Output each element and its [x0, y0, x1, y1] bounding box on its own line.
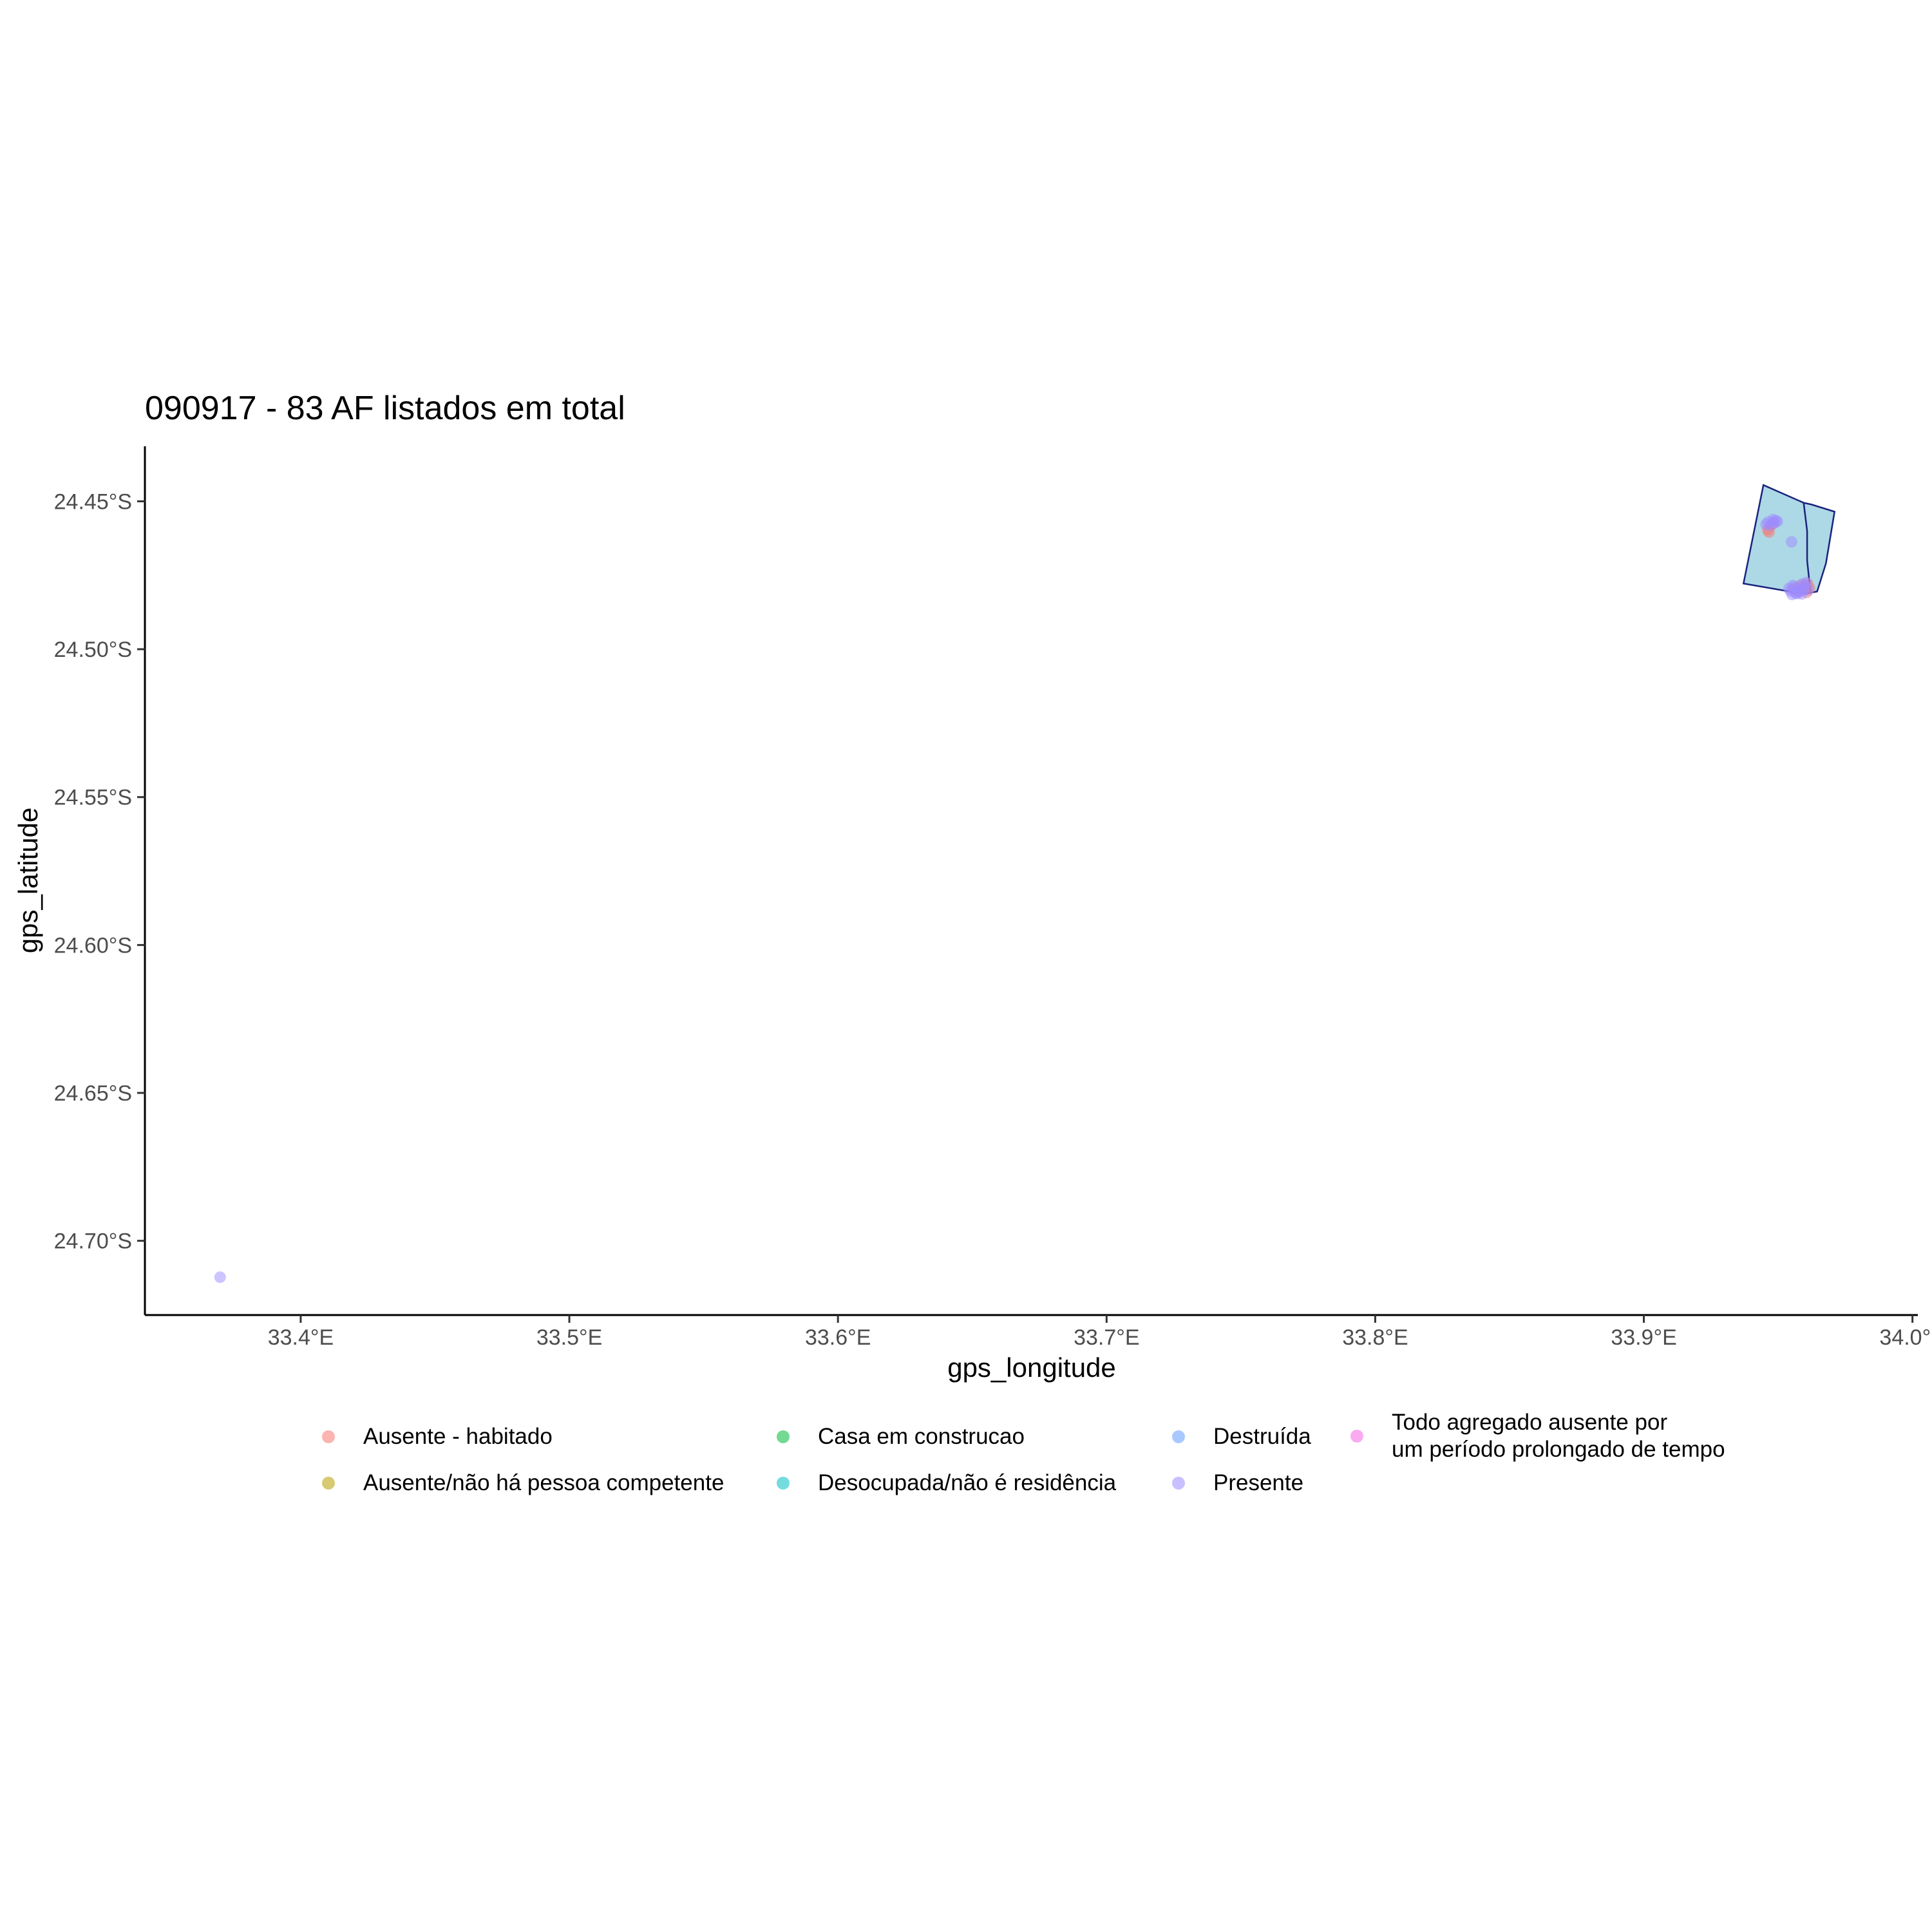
legend-item: Ausente/não há pessoa competente [322, 1470, 724, 1497]
axes [144, 446, 1918, 1316]
y-tick-label: 24.45°S [54, 489, 132, 514]
y-tick-label: 24.55°S [54, 786, 132, 810]
legend-label: Casa em construcao [818, 1424, 1025, 1449]
y-tick-label: 24.70°S [54, 1229, 132, 1254]
legend-key [777, 1430, 790, 1443]
y-ticks: 24.45°S 24.50°S 24.55°S 24.60°S 24.65°S 24.70… [54, 489, 145, 1254]
y-tick-label: 24.50°S [54, 638, 132, 662]
legend-key [1172, 1477, 1185, 1490]
legend-key [777, 1477, 790, 1490]
x-tick-label: 33.8°E [1342, 1325, 1408, 1350]
x-tick-label: 33.9°E [1611, 1325, 1676, 1350]
legend-item: Ausente - habitado [322, 1423, 553, 1450]
data-point [214, 1271, 226, 1283]
x-tick-label: 33.5°E [536, 1325, 602, 1350]
legend-label: Todo agregado ausente por um período pro… [1392, 1410, 1725, 1462]
x-tick-label: 33.4°E [268, 1325, 334, 1350]
legend-item: Todo agregado ausente por um período pro… [1350, 1409, 1725, 1463]
legend-item: Presente [1172, 1470, 1303, 1497]
legend-item: Desocupada/não é residência [777, 1470, 1116, 1497]
data-point [1786, 536, 1797, 548]
y-axis-title: gps_latitude [13, 808, 43, 954]
legend-key [1350, 1430, 1363, 1443]
data-point [1767, 513, 1779, 526]
y-tick-label: 24.65°S [54, 1081, 132, 1106]
legend-key [322, 1477, 335, 1490]
x-tick-label: 33.6°E [805, 1325, 871, 1350]
legend-key [1172, 1430, 1185, 1443]
y-tick-label: 24.60°S [54, 933, 132, 958]
data-point [1787, 580, 1799, 592]
chart-title: 090917 - 83 AF listados em total [145, 390, 625, 427]
legend-key [322, 1430, 335, 1443]
data-point [1796, 578, 1808, 590]
legend-label: Desocupada/não é residência [818, 1470, 1117, 1495]
legend-item: Destruída [1172, 1423, 1311, 1450]
x-tick-label: 34.0°E [1879, 1325, 1932, 1350]
legend-label: Presente [1213, 1470, 1304, 1495]
legend: Ausente - habitado Ausente/não há pessoa … [322, 1410, 1803, 1526]
x-axis-title: gps_longitude [947, 1352, 1116, 1383]
legend-label: Ausente - habitado [363, 1424, 553, 1449]
region-divider [1803, 502, 1812, 592]
x-tick-label: 33.7°E [1074, 1325, 1139, 1350]
legend-label: Destruída [1213, 1424, 1311, 1449]
data-points [214, 513, 1815, 1283]
legend-item: Casa em construcao [777, 1423, 1025, 1450]
legend-label: Ausente/não há pessoa competente [363, 1470, 724, 1495]
x-ticks: 33.4°E 33.5°E 33.6°E 33.7°E 33.8°E 33.9°E 34.0… [268, 1315, 1932, 1350]
